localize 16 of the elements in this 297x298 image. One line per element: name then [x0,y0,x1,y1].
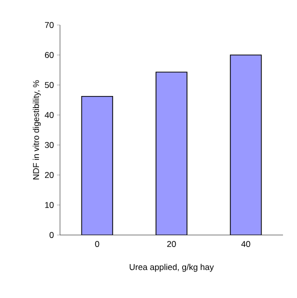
x-axis-title: Urea applied, g/kg hay [130,264,214,272]
y-tick-label: 0 [50,232,54,238]
bar [156,72,188,235]
y-tick-label: 70 [44,22,54,28]
y-tick-label: 30 [44,142,54,148]
x-tick-label: 20 [167,241,176,248]
y-tick-label: 20 [44,172,54,178]
bar [230,54,262,235]
bar [81,96,114,235]
x-tick-label: 0 [95,241,100,248]
x-tick-label: 40 [241,241,250,248]
y-tick-label: 40 [44,112,54,118]
y-tick-label: 50 [44,82,54,88]
y-tick-label: 60 [44,52,54,58]
y-tick-label: 10 [45,202,54,208]
y-axis-title: NDF in vitro digestibility, % [32,80,41,180]
